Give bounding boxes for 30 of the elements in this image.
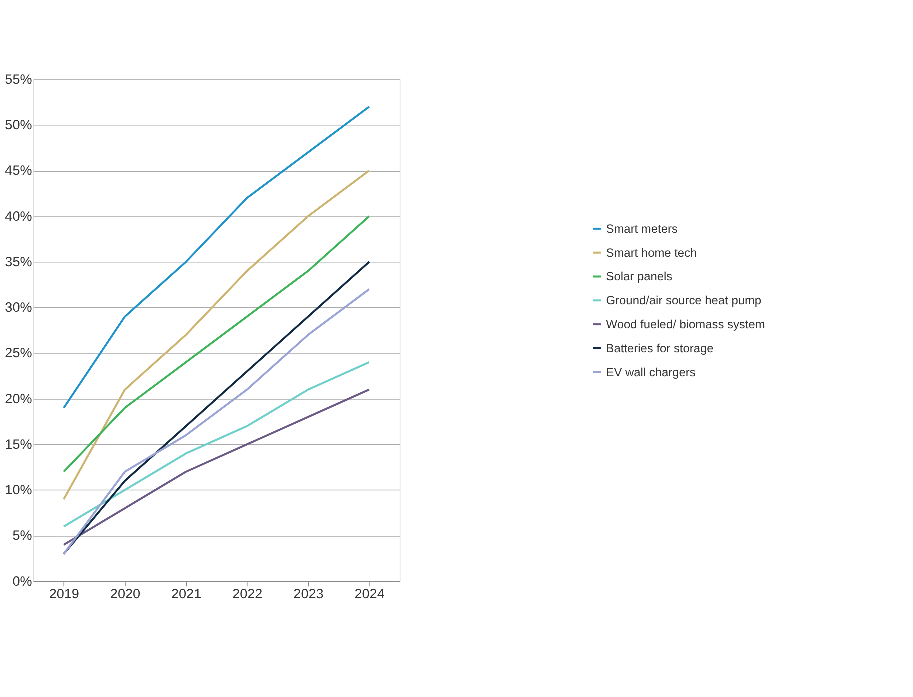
y-tick-label: 0%: [12, 574, 32, 589]
legend-label: Wood fueled/ biomass system: [606, 318, 766, 332]
legend-label: Smart home tech: [606, 246, 698, 260]
y-tick-label: 5%: [12, 528, 32, 544]
x-tick-label: 2021: [172, 586, 202, 602]
legend-label: Ground/air source heat pump: [606, 294, 762, 308]
y-tick-label: 25%: [5, 346, 32, 361]
y-tick-label: 15%: [5, 436, 32, 452]
y-tick-label: 20%: [5, 391, 32, 406]
line-series: [63, 361, 370, 528]
legend-label: Solar panels: [606, 270, 673, 284]
legend-label: EV wall chargers: [606, 365, 696, 380]
legend-label: Batteries for storage: [606, 341, 714, 356]
line-series: [63, 170, 370, 500]
y-tick-label: 35%: [5, 254, 32, 270]
line-series: [63, 388, 370, 546]
y-tick-label: 55%: [5, 72, 32, 87]
y-tick-label: 40%: [5, 208, 32, 224]
legend-label: Smart meters: [606, 222, 678, 236]
y-tick-label: 30%: [5, 300, 32, 316]
y-tick-label: 50%: [5, 118, 32, 133]
y-tick-label: 10%: [5, 482, 32, 498]
line-series: [63, 215, 370, 473]
x-tick-label: 2023: [294, 586, 324, 602]
x-tick-label: 2020: [110, 586, 141, 602]
line-series: [63, 106, 370, 410]
x-tick-label: 2022: [232, 586, 263, 602]
y-tick-label: 45%: [5, 163, 32, 178]
x-tick-label: 2019: [49, 586, 80, 602]
x-tick-label: 2024: [354, 586, 386, 602]
